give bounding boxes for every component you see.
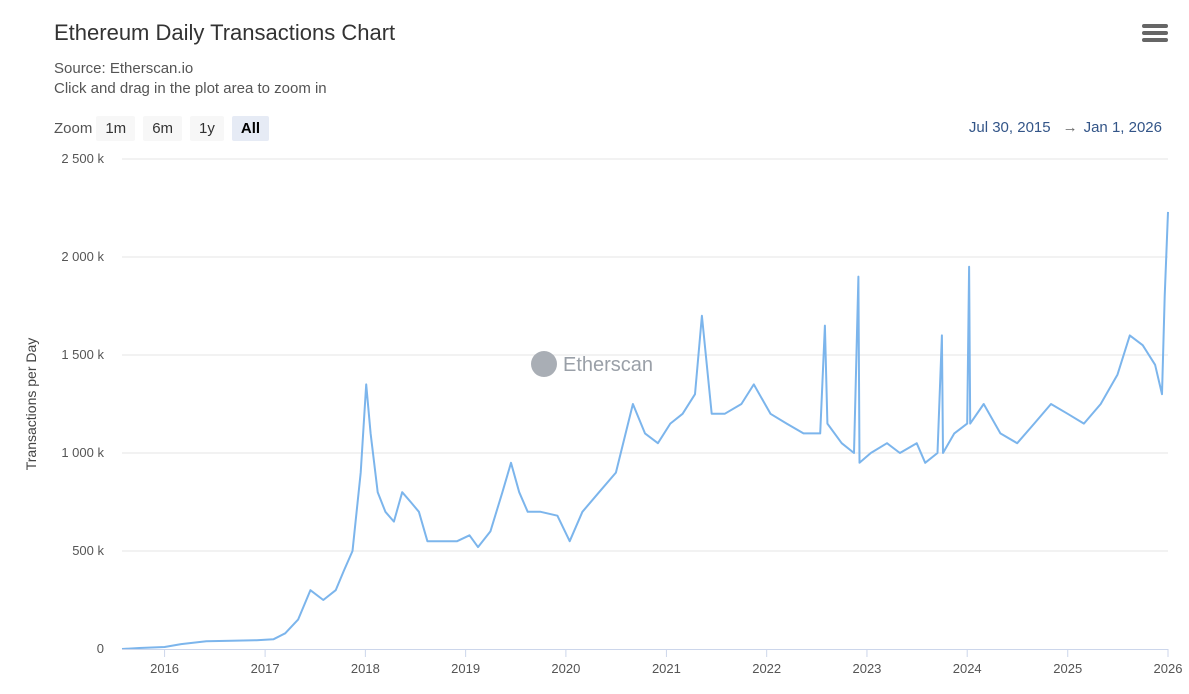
y-tick-label: 2 000 k (61, 249, 104, 264)
y-axis-title: Transactions per Day (23, 338, 39, 471)
y-tick-label: 2 500 k (61, 151, 104, 166)
zoom-button-1m[interactable]: 1m (96, 116, 136, 141)
y-tick-label: 500 k (72, 543, 104, 558)
source-text: Source: Etherscan.io (54, 60, 194, 77)
arrow-right-icon: → (1062, 119, 1078, 136)
date-range: Jul 30, 2015 → Jan 1, 2026 (969, 119, 1162, 136)
x-tick-label: 2020 (551, 661, 580, 676)
grid-lines (122, 158, 1168, 552)
zoom-button-6m[interactable]: 6m (143, 116, 183, 141)
x-tick-label: 2026 (1154, 661, 1183, 676)
y-tick-label: 1 500 k (61, 347, 104, 362)
x-tick-label: 2025 (1053, 661, 1082, 676)
zoom-label: Zoom (54, 120, 93, 137)
etherscan-watermark: Etherscan (531, 351, 653, 377)
x-axis-ticks: 2016 2017 2018 2019 2020 2021 2022 2023 2024 2025… (150, 649, 1182, 676)
range-to-input[interactable]: Jan 1, 2026 (1083, 119, 1162, 136)
zoom-button-1y[interactable]: 1y (190, 116, 224, 141)
range-from-input[interactable]: Jul 30, 2015 (968, 119, 1051, 136)
etherscan-logo-icon (531, 351, 557, 377)
chart-title: Ethereum Daily Transactions Chart (54, 20, 396, 45)
x-tick-label: 2018 (351, 661, 380, 676)
x-tick-label: 2017 (251, 661, 280, 676)
hamburger-menu-icon[interactable] (1142, 24, 1168, 46)
x-tick-label: 2021 (652, 661, 681, 676)
y-tick-label: 1 000 k (61, 445, 104, 460)
y-axis-ticks: 0 500 k 1 000 k 1 500 k 2 000 k 2 500 k (61, 151, 104, 656)
chart-subtitle: Source: Etherscan.io Click and drag in t… (54, 59, 327, 99)
series-line (121, 211, 1169, 650)
x-tick-label: 2016 (150, 661, 179, 676)
y-tick-label: 0 (97, 641, 104, 656)
watermark-text: Etherscan (563, 354, 653, 376)
zoom-hint-text: Click and drag in the plot area to zoom … (54, 80, 327, 97)
x-tick-label: 2022 (752, 661, 781, 676)
x-tick-label: 2024 (953, 661, 982, 676)
x-tick-label: 2019 (451, 661, 480, 676)
zoom-controls: Zoom 1m 6m 1y All (54, 116, 277, 141)
x-tick-label: 2023 (852, 661, 881, 676)
zoom-button-all[interactable]: All (231, 116, 270, 141)
